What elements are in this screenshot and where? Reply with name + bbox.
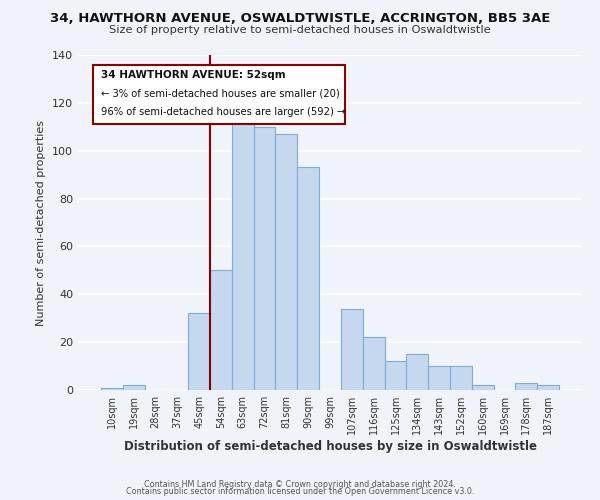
Bar xyxy=(275,134,297,390)
Bar xyxy=(515,383,537,390)
Bar xyxy=(406,354,428,390)
Bar xyxy=(254,127,275,390)
Text: 96% of semi-detached houses are larger (592) →: 96% of semi-detached houses are larger (… xyxy=(101,107,345,117)
Bar xyxy=(101,388,123,390)
Text: 34 HAWTHORN AVENUE: 52sqm: 34 HAWTHORN AVENUE: 52sqm xyxy=(101,70,286,80)
Text: 34, HAWTHORN AVENUE, OSWALDTWISTLE, ACCRINGTON, BB5 3AE: 34, HAWTHORN AVENUE, OSWALDTWISTLE, ACCR… xyxy=(50,12,550,26)
Bar xyxy=(472,385,494,390)
X-axis label: Distribution of semi-detached houses by size in Oswaldtwistle: Distribution of semi-detached houses by … xyxy=(124,440,536,453)
Bar xyxy=(123,385,145,390)
Bar xyxy=(232,115,254,390)
Bar xyxy=(188,314,210,390)
Text: Contains HM Land Registry data © Crown copyright and database right 2024.: Contains HM Land Registry data © Crown c… xyxy=(144,480,456,489)
Text: Contains public sector information licensed under the Open Government Licence v3: Contains public sector information licen… xyxy=(126,487,474,496)
Bar xyxy=(428,366,450,390)
Bar xyxy=(363,338,385,390)
Text: Size of property relative to semi-detached houses in Oswaldtwistle: Size of property relative to semi-detach… xyxy=(109,25,491,35)
Bar xyxy=(537,385,559,390)
Bar xyxy=(385,362,406,390)
Bar xyxy=(297,168,319,390)
Bar xyxy=(341,308,363,390)
Text: ← 3% of semi-detached houses are smaller (20): ← 3% of semi-detached houses are smaller… xyxy=(101,88,340,99)
Y-axis label: Number of semi-detached properties: Number of semi-detached properties xyxy=(37,120,46,326)
Bar xyxy=(210,270,232,390)
FancyBboxPatch shape xyxy=(93,65,345,124)
Bar xyxy=(450,366,472,390)
